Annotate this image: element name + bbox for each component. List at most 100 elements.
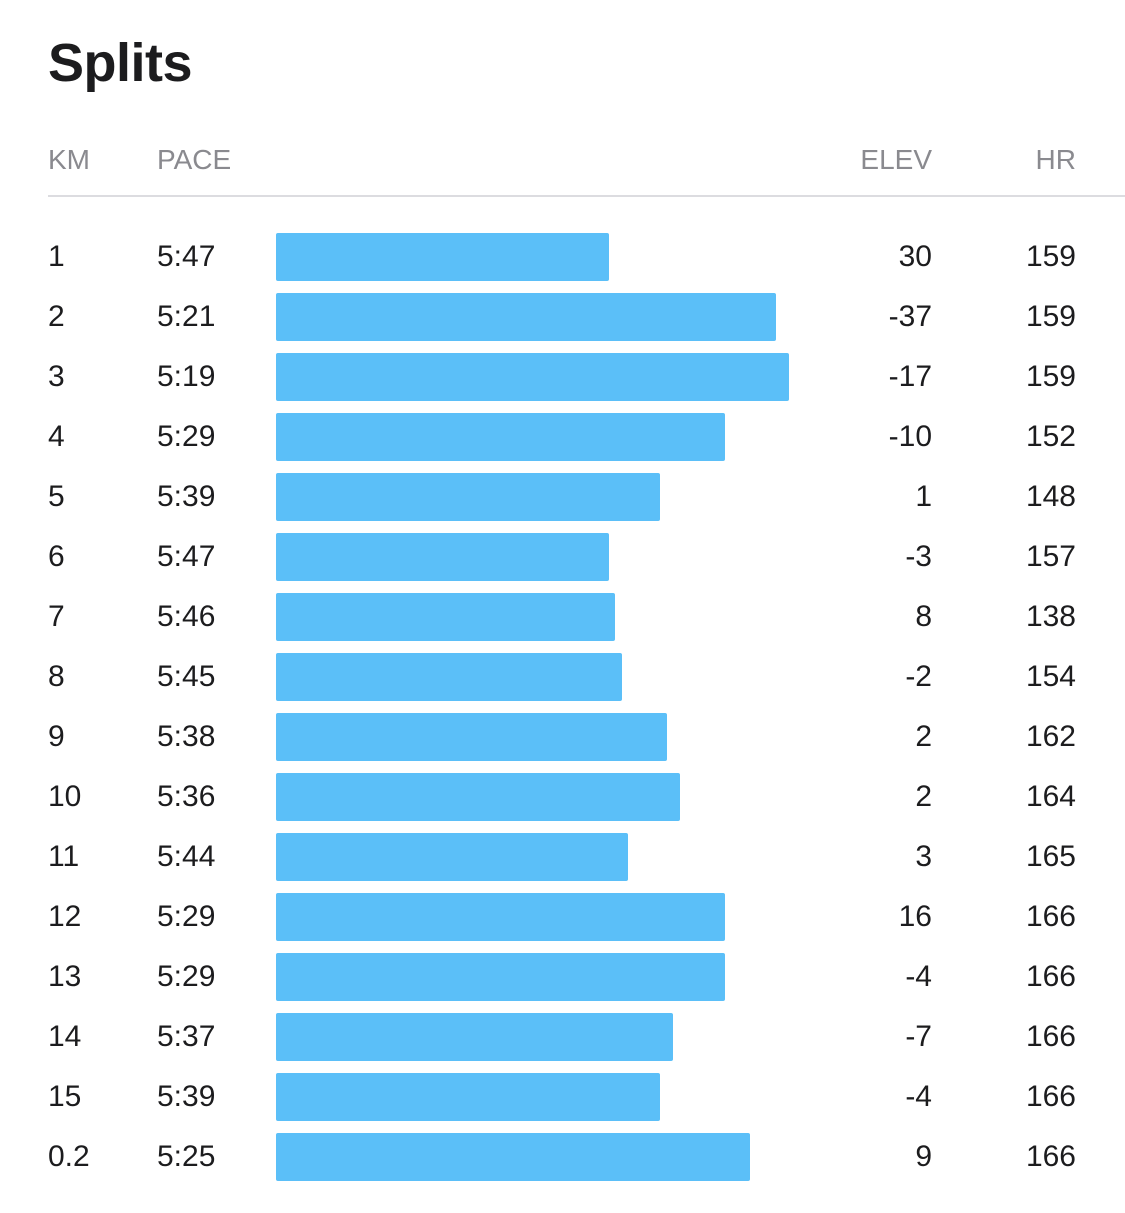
pace-bar bbox=[276, 713, 667, 761]
split-hr: 165 bbox=[1025, 840, 1076, 873]
split-hr: 164 bbox=[1025, 780, 1076, 813]
split-hr: 166 bbox=[1025, 1140, 1076, 1173]
pace-bar-track bbox=[276, 353, 836, 401]
split-elev: 16 bbox=[898, 900, 932, 933]
split-km: 14 bbox=[48, 1020, 82, 1053]
pace-bar-track bbox=[276, 233, 836, 281]
split-elev: 3 bbox=[915, 840, 932, 873]
split-pace: 5:29 bbox=[157, 900, 216, 933]
pace-bar-track bbox=[276, 713, 836, 761]
split-hr: 154 bbox=[1025, 660, 1076, 693]
split-row: 10 5:36 2 164 bbox=[0, 767, 1125, 827]
split-row: 1 5:47 30 159 bbox=[0, 227, 1125, 287]
split-row: 13 5:29 -4 166 bbox=[0, 947, 1125, 1007]
split-hr: 148 bbox=[1025, 480, 1076, 513]
split-hr: 138 bbox=[1025, 600, 1076, 633]
column-header-km: KM bbox=[48, 144, 90, 175]
split-elev: 1 bbox=[915, 480, 932, 513]
column-header-pace: PACE bbox=[157, 144, 232, 175]
split-km: 8 bbox=[48, 660, 65, 693]
pace-bar-track bbox=[276, 953, 836, 1001]
pace-bar-track bbox=[276, 893, 836, 941]
split-km: 2 bbox=[48, 300, 65, 333]
pace-bar-track bbox=[276, 1013, 836, 1061]
split-hr: 166 bbox=[1025, 960, 1076, 993]
pace-bar-track bbox=[276, 1133, 836, 1181]
split-elev: -2 bbox=[905, 660, 932, 693]
split-row: 6 5:47 -3 157 bbox=[0, 527, 1125, 587]
split-row: 15 5:39 -4 166 bbox=[0, 1067, 1125, 1127]
pace-bar bbox=[276, 773, 680, 821]
split-elev: 9 bbox=[915, 1140, 932, 1173]
pace-bar bbox=[276, 593, 616, 641]
split-pace: 5:21 bbox=[157, 300, 216, 333]
split-row: 14 5:37 -7 166 bbox=[0, 1007, 1125, 1067]
split-km: 7 bbox=[48, 600, 65, 633]
split-elev: -4 bbox=[905, 960, 932, 993]
split-km: 10 bbox=[48, 780, 82, 813]
pace-bar bbox=[276, 833, 629, 881]
pace-bar-track bbox=[276, 593, 836, 641]
split-elev: 30 bbox=[898, 240, 932, 273]
pace-bar-track bbox=[276, 533, 836, 581]
pace-bar bbox=[276, 953, 725, 1001]
split-pace: 5:45 bbox=[157, 660, 216, 693]
split-row: 0.2 5:25 9 166 bbox=[0, 1127, 1125, 1187]
split-km: 6 bbox=[48, 540, 65, 573]
pace-bar bbox=[276, 353, 789, 401]
split-pace: 5:47 bbox=[157, 240, 216, 273]
split-row: 7 5:46 8 138 bbox=[0, 587, 1125, 647]
header-divider bbox=[48, 195, 1125, 197]
pace-bar bbox=[276, 413, 725, 461]
pace-bar-track bbox=[276, 653, 836, 701]
split-km: 11 bbox=[48, 840, 80, 873]
split-pace: 5:29 bbox=[157, 420, 216, 453]
split-km: 5 bbox=[48, 480, 65, 513]
split-pace: 5:29 bbox=[157, 960, 216, 993]
pace-bar bbox=[276, 1133, 751, 1181]
split-pace: 5:38 bbox=[157, 720, 216, 753]
split-elev: -4 bbox=[905, 1080, 932, 1113]
pace-bar-track bbox=[276, 293, 836, 341]
split-row: 9 5:38 2 162 bbox=[0, 707, 1125, 767]
split-km: 3 bbox=[48, 360, 65, 393]
split-elev: -37 bbox=[888, 300, 932, 333]
pace-bar-track bbox=[276, 413, 836, 461]
split-pace: 5:37 bbox=[157, 1020, 216, 1053]
split-hr: 159 bbox=[1025, 240, 1076, 273]
pace-bar bbox=[276, 293, 777, 341]
split-pace: 5:39 bbox=[157, 480, 216, 513]
pace-bar bbox=[276, 893, 725, 941]
split-elev: -7 bbox=[905, 1020, 932, 1053]
split-hr: 159 bbox=[1025, 300, 1076, 333]
split-km: 4 bbox=[48, 420, 65, 453]
split-hr: 166 bbox=[1025, 1080, 1076, 1113]
splits-table-body: 1 5:47 30 159 2 5:21 -37 159 3 5:19 -17 159 4 5:29 -10… bbox=[0, 227, 1125, 1187]
split-pace: 5:39 bbox=[157, 1080, 216, 1113]
split-hr: 162 bbox=[1025, 720, 1076, 753]
pace-bar bbox=[276, 653, 622, 701]
split-elev: 8 bbox=[915, 600, 932, 633]
page-title: Splits bbox=[48, 33, 193, 93]
split-pace: 5:46 bbox=[157, 600, 216, 633]
split-row: 4 5:29 -10 152 bbox=[0, 407, 1125, 467]
split-km: 15 bbox=[48, 1080, 82, 1113]
split-km: 0.2 bbox=[48, 1140, 90, 1173]
pace-bar bbox=[276, 533, 609, 581]
split-hr: 152 bbox=[1025, 420, 1076, 453]
pace-bar-track bbox=[276, 473, 836, 521]
split-row: 5 5:39 1 148 bbox=[0, 467, 1125, 527]
split-row: 3 5:19 -17 159 bbox=[0, 347, 1125, 407]
column-header-elev: ELEV bbox=[860, 144, 932, 175]
split-km: 1 bbox=[48, 240, 65, 273]
split-elev: -17 bbox=[888, 360, 932, 393]
split-hr: 166 bbox=[1025, 1020, 1076, 1053]
split-pace: 5:25 bbox=[157, 1140, 216, 1173]
split-hr: 166 bbox=[1025, 900, 1076, 933]
splits-table-header: KM PACE ELEV HR bbox=[0, 138, 1125, 182]
split-elev: 2 bbox=[915, 780, 932, 813]
column-header-hr: HR bbox=[1035, 144, 1076, 175]
split-elev: -3 bbox=[905, 540, 932, 573]
split-km: 13 bbox=[48, 960, 82, 993]
split-hr: 159 bbox=[1025, 360, 1076, 393]
